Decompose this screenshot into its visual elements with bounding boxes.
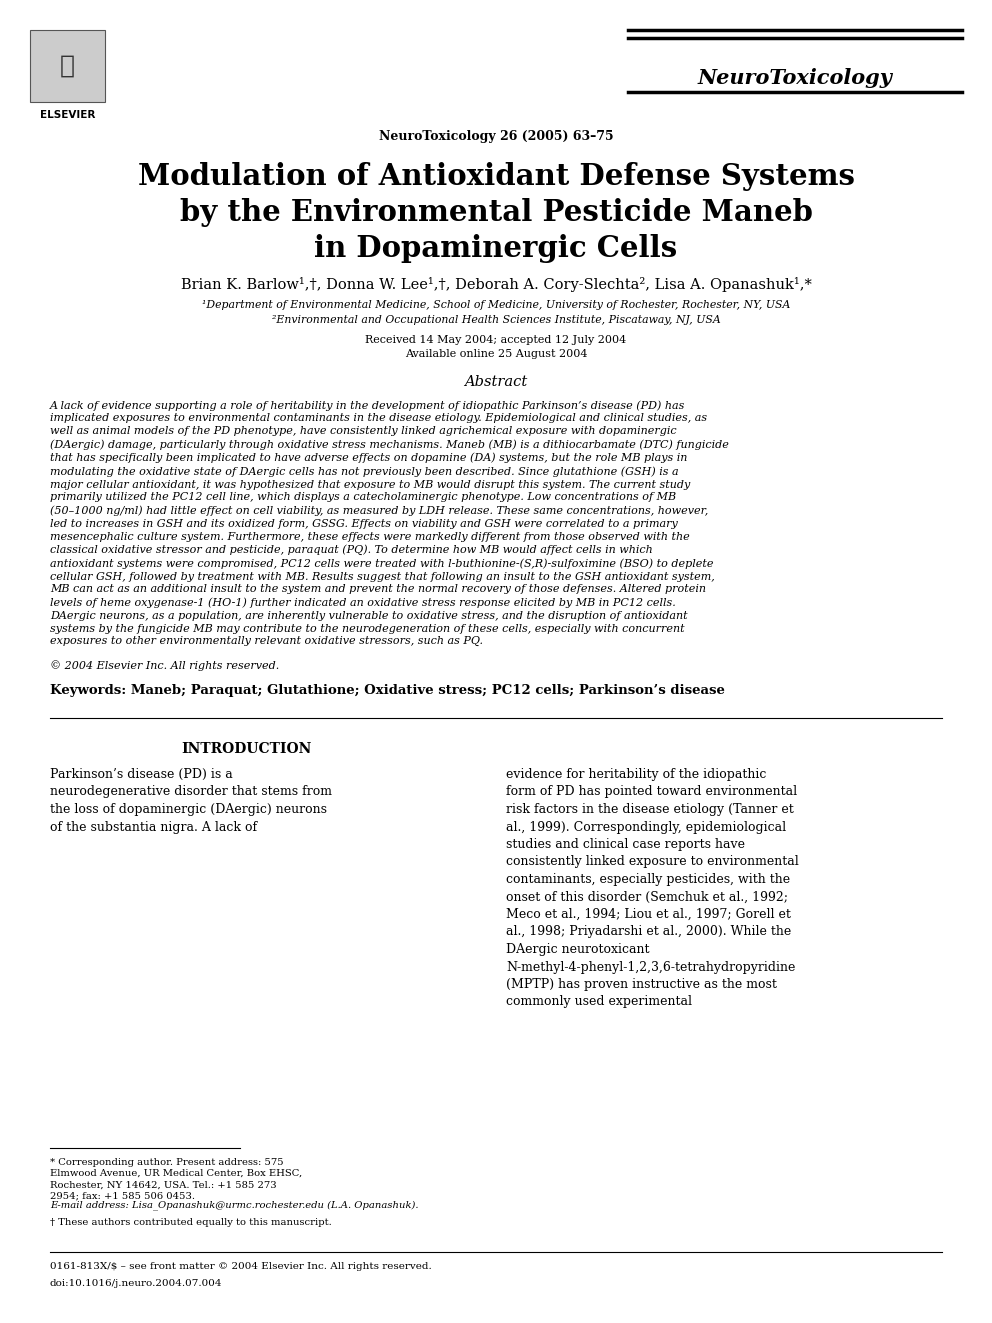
Text: Abstract: Abstract <box>464 374 528 389</box>
Text: 🌳: 🌳 <box>60 54 75 78</box>
Text: † These authors contributed equally to this manuscript.: † These authors contributed equally to t… <box>50 1218 331 1226</box>
Text: Available online 25 August 2004: Available online 25 August 2004 <box>405 349 587 359</box>
Text: by the Environmental Pesticide Maneb: by the Environmental Pesticide Maneb <box>180 198 812 228</box>
Text: Keywords: Maneb; Paraquat; Glutathione; Oxidative stress; PC12 cells; Parkinson’: Keywords: Maneb; Paraquat; Glutathione; … <box>50 684 725 697</box>
Text: 0161-813X/$ – see front matter © 2004 Elsevier Inc. All rights reserved.: 0161-813X/$ – see front matter © 2004 El… <box>50 1262 432 1271</box>
Text: ²Environmental and Occupational Health Sciences Institute, Piscataway, NJ, USA: ²Environmental and Occupational Health S… <box>272 315 720 325</box>
Text: evidence for heritability of the idiopathic
form of PD has pointed toward enviro: evidence for heritability of the idiopat… <box>506 767 799 1008</box>
Text: NeuroToxicology 26 (2005) 63–75: NeuroToxicology 26 (2005) 63–75 <box>379 130 613 143</box>
Bar <box>30 30 105 102</box>
Text: * Corresponding author. Present address: 575
Elmwood Avenue, UR Medical Center, : * Corresponding author. Present address:… <box>50 1158 303 1200</box>
Text: ELSEVIER: ELSEVIER <box>40 110 95 120</box>
Text: Received 14 May 2004; accepted 12 July 2004: Received 14 May 2004; accepted 12 July 2… <box>365 335 627 345</box>
Text: ¹Department of Environmental Medicine, School of Medicine, University of Rochest: ¹Department of Environmental Medicine, S… <box>201 300 791 310</box>
Text: Modulation of Antioxidant Defense Systems: Modulation of Antioxidant Defense System… <box>138 161 854 191</box>
Text: E-mail address: Lisa_Opanashuk@urmc.rochester.edu (L.A. Opanashuk).: E-mail address: Lisa_Opanashuk@urmc.roch… <box>50 1200 419 1209</box>
Text: in Dopaminergic Cells: in Dopaminergic Cells <box>314 234 678 263</box>
Text: Parkinson’s disease (PD) is a
neurodegenerative disorder that stems from
the los: Parkinson’s disease (PD) is a neurodegen… <box>50 767 332 833</box>
Text: Brian K. Barlow¹,†, Donna W. Lee¹,†, Deborah A. Cory-Slechta², Lisa A. Opanashuk: Brian K. Barlow¹,†, Donna W. Lee¹,†, Deb… <box>181 277 811 292</box>
Text: © 2004 Elsevier Inc. All rights reserved.: © 2004 Elsevier Inc. All rights reserved… <box>50 660 280 671</box>
Text: NeuroToxicology: NeuroToxicology <box>697 67 893 89</box>
Text: INTRODUCTION: INTRODUCTION <box>181 742 311 755</box>
Text: A lack of evidence supporting a role of heritability in the development of idiop: A lack of evidence supporting a role of … <box>50 400 729 647</box>
Text: doi:10.1016/j.neuro.2004.07.004: doi:10.1016/j.neuro.2004.07.004 <box>50 1279 222 1289</box>
